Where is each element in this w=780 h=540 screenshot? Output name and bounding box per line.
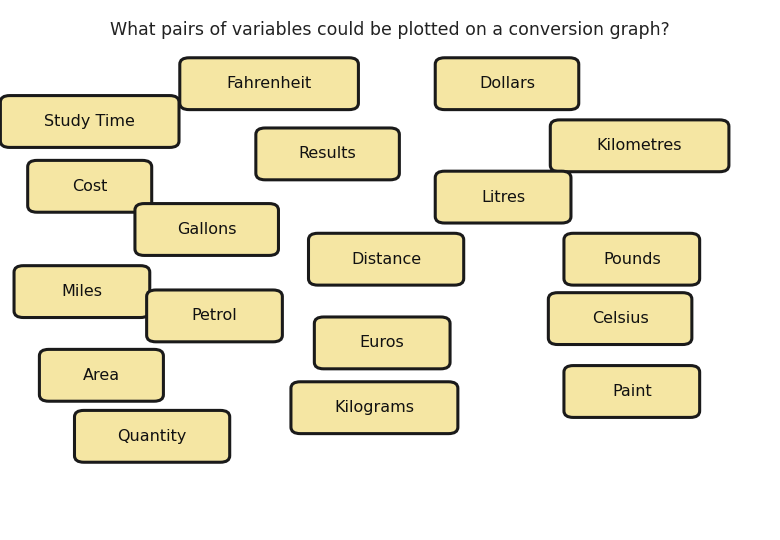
Text: Dollars: Dollars [479, 76, 535, 91]
Text: Study Time: Study Time [44, 114, 135, 129]
Text: Fahrenheit: Fahrenheit [226, 76, 312, 91]
FancyBboxPatch shape [39, 349, 164, 401]
FancyBboxPatch shape [308, 233, 463, 285]
Text: Distance: Distance [351, 252, 421, 267]
Text: Kilometres: Kilometres [597, 138, 682, 153]
FancyBboxPatch shape [135, 204, 278, 255]
Text: Paint: Paint [612, 384, 651, 399]
FancyBboxPatch shape [548, 293, 692, 345]
Text: Pounds: Pounds [603, 252, 661, 267]
Text: Euros: Euros [360, 335, 405, 350]
Text: Area: Area [83, 368, 120, 383]
Text: Petrol: Petrol [192, 308, 237, 323]
FancyBboxPatch shape [564, 366, 700, 417]
Text: Cost: Cost [72, 179, 108, 194]
FancyBboxPatch shape [1, 96, 179, 147]
FancyBboxPatch shape [550, 120, 729, 172]
FancyBboxPatch shape [564, 233, 700, 285]
Text: Litres: Litres [481, 190, 525, 205]
Text: What pairs of variables could be plotted on a conversion graph?: What pairs of variables could be plotted… [110, 21, 670, 39]
FancyBboxPatch shape [147, 290, 282, 342]
FancyBboxPatch shape [75, 410, 229, 462]
FancyBboxPatch shape [435, 171, 571, 223]
FancyBboxPatch shape [291, 382, 458, 434]
FancyBboxPatch shape [256, 128, 399, 180]
FancyBboxPatch shape [435, 58, 579, 110]
Text: Celsius: Celsius [592, 311, 648, 326]
FancyBboxPatch shape [28, 160, 151, 212]
Text: Results: Results [299, 146, 356, 161]
Text: Quantity: Quantity [118, 429, 186, 444]
Text: Gallons: Gallons [177, 222, 236, 237]
FancyBboxPatch shape [179, 58, 358, 110]
FancyBboxPatch shape [314, 317, 450, 369]
Text: Kilograms: Kilograms [335, 400, 414, 415]
Text: Miles: Miles [62, 284, 102, 299]
FancyBboxPatch shape [14, 266, 150, 318]
